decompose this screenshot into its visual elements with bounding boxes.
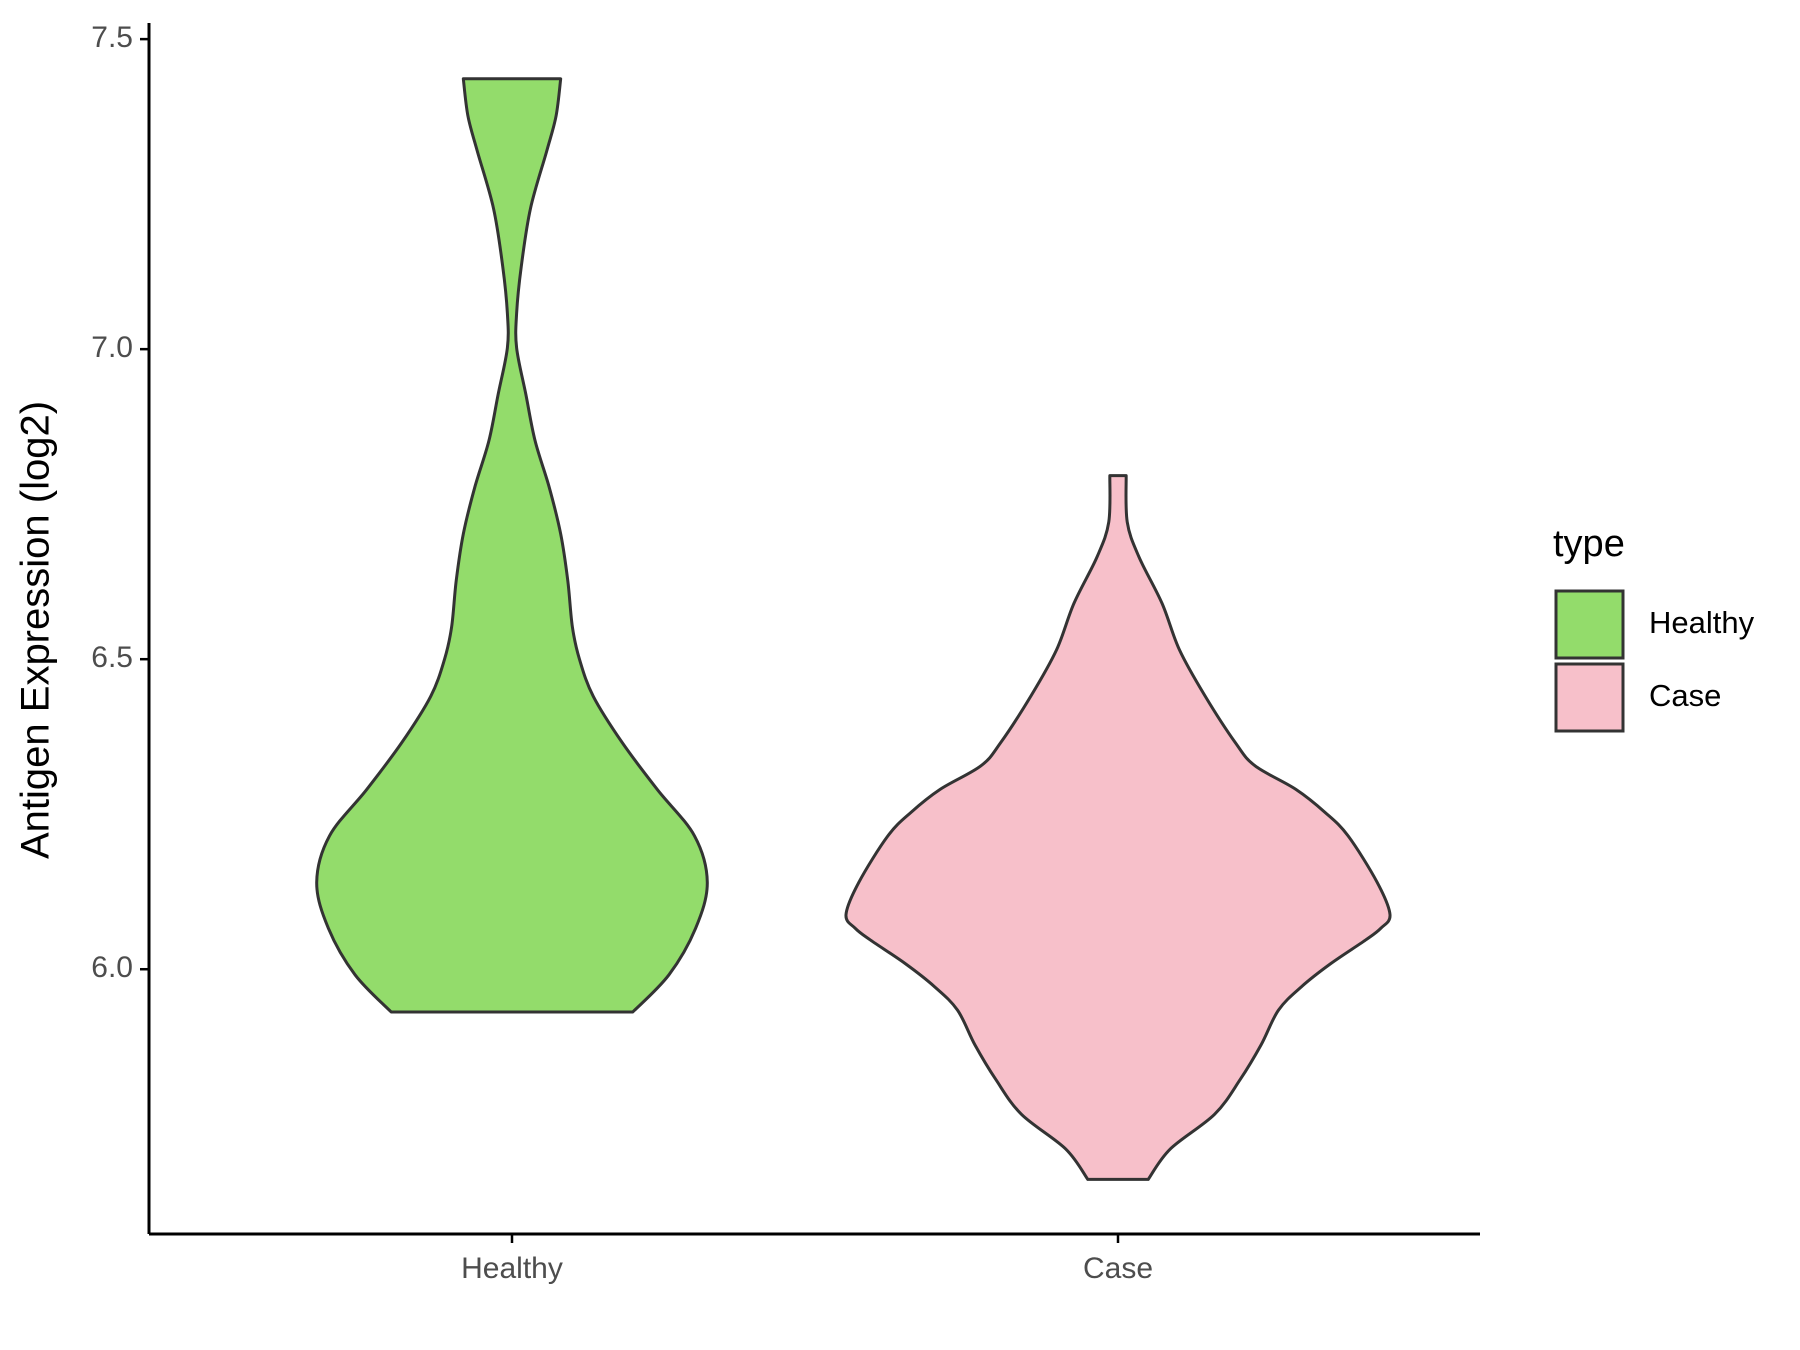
y-tick-label: 6.5: [91, 641, 133, 674]
y-axis-title: Antigen Expression (log2): [14, 401, 58, 859]
legend-label: Case: [1649, 678, 1721, 713]
y-tick-label: 7.0: [91, 331, 133, 364]
y-tick-label: 6.0: [91, 951, 133, 984]
legend-key: [1554, 589, 1625, 660]
x-tick-label: Healthy: [461, 1252, 563, 1285]
legend-key: [1554, 662, 1625, 733]
violin: [315, 77, 709, 1014]
violin: [844, 474, 1392, 1181]
legend-label: Healthy: [1649, 605, 1755, 640]
x-tick-label: Case: [1083, 1252, 1153, 1285]
legend-title: type: [1553, 523, 1625, 565]
y-tick-label: 7.5: [91, 21, 133, 54]
